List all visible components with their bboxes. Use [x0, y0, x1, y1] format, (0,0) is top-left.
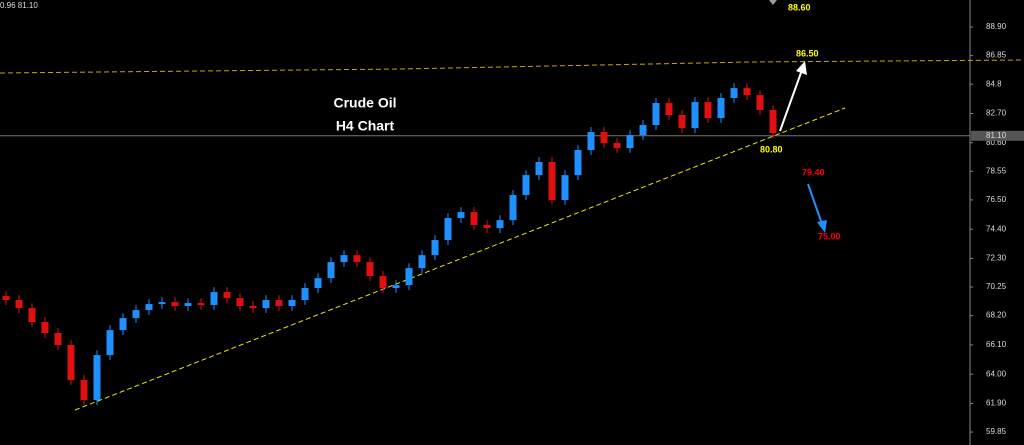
candle-body: [470, 212, 478, 226]
candle-body: [665, 103, 673, 116]
candle-body: [67, 345, 75, 381]
candle-body: [483, 225, 491, 229]
candle-body: [132, 310, 140, 319]
y-tick-label: 68.20: [986, 311, 1007, 320]
down-arrow-head: [817, 220, 827, 233]
y-tick-label: 88.90: [986, 22, 1007, 31]
candle-body: [158, 302, 166, 305]
candle-body: [262, 300, 270, 309]
candle-body: [80, 380, 88, 401]
candle-body: [171, 302, 179, 307]
candle-body: [327, 262, 335, 279]
candle-body: [210, 292, 218, 306]
candle-body: [119, 318, 127, 331]
candle-body: [561, 175, 569, 201]
annotation: 86.50: [796, 48, 819, 58]
annotation: 79.40: [802, 167, 825, 177]
candle-body: [509, 195, 517, 221]
y-tick-label: 72.30: [986, 254, 1007, 263]
candle-body: [2, 296, 10, 301]
candle-body: [340, 255, 348, 263]
resistance-line: [0, 59, 1024, 74]
candle-body: [587, 132, 595, 151]
annotation: 88.60: [788, 2, 811, 12]
candle-body: [496, 220, 504, 229]
candle-body: [236, 298, 244, 307]
candle-body: [626, 135, 634, 149]
current-price-box: [971, 130, 1024, 141]
candle-body: [405, 268, 413, 286]
y-tick-label: 64.00: [986, 369, 1007, 378]
candle-body: [717, 98, 725, 119]
y-tick-label: 80.60: [986, 138, 1007, 147]
chart-title: Crude Oil: [333, 95, 396, 111]
candle-body: [444, 218, 452, 241]
candle-body: [522, 175, 530, 196]
candle-body: [574, 150, 582, 176]
y-tick-label: 86.85: [986, 51, 1007, 60]
candle-body: [756, 95, 764, 110]
trend-line: [74, 107, 846, 411]
y-tick-label: 84.8: [986, 79, 1002, 88]
y-tick-label: 82.70: [986, 109, 1007, 118]
current-price-label: 81.10: [986, 131, 1007, 140]
candle-body: [769, 109, 777, 133]
candle-body: [288, 300, 296, 307]
candle-body: [678, 115, 686, 129]
candle-body: [28, 308, 36, 323]
candle-body: [93, 355, 101, 401]
y-tick-label: 59.85: [986, 427, 1007, 436]
candle-body: [41, 322, 49, 334]
up-arrow-head: [796, 61, 807, 75]
candle-body: [366, 262, 374, 277]
annotation: 80.80: [760, 144, 783, 154]
up-arrow: [779, 69, 803, 132]
candle-body: [743, 88, 751, 96]
candle-body: [704, 102, 712, 119]
marker: [769, 0, 777, 5]
candle-body: [548, 161, 556, 201]
y-tick-label: 74.40: [986, 224, 1007, 233]
down-arrow: [807, 183, 823, 225]
y-tick-label: 66.10: [986, 340, 1007, 349]
candle-body: [431, 240, 439, 256]
candle-body: [301, 288, 309, 301]
candle-body: [184, 303, 192, 307]
candle-body: [613, 143, 621, 149]
candle-body: [652, 103, 660, 126]
candle-body: [353, 255, 361, 263]
candle-body: [275, 300, 283, 307]
header-text: 0.96 81.10: [0, 1, 38, 10]
candle-body: [457, 212, 465, 219]
candle-body: [314, 278, 322, 289]
candle-body: [600, 132, 608, 144]
candle-body: [223, 292, 231, 299]
y-tick-label: 61.90: [986, 399, 1007, 408]
candle-body: [730, 88, 738, 99]
candle-body: [535, 161, 543, 176]
candle-body: [145, 304, 153, 311]
y-tick-label: 70.25: [986, 282, 1007, 291]
annotation: 75.00: [818, 231, 841, 241]
chart-subtitle: H4 Chart: [336, 118, 395, 134]
candle-body: [54, 333, 62, 346]
candle-body: [639, 125, 647, 136]
candle-body: [15, 300, 23, 309]
y-tick-label: 76.50: [986, 195, 1007, 204]
y-tick-label: 78.55: [986, 166, 1007, 175]
candle-body: [691, 102, 699, 129]
candle-body: [197, 303, 205, 306]
candle-body: [392, 285, 400, 289]
candle-body: [379, 276, 387, 289]
candle-body: [106, 330, 114, 356]
candle-body: [249, 306, 257, 309]
candle-body: [418, 255, 426, 269]
